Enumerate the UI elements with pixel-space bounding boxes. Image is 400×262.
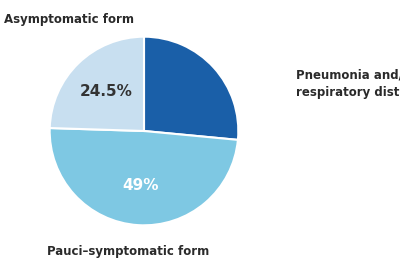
Text: 49%: 49% xyxy=(122,178,159,193)
Wedge shape xyxy=(144,37,238,140)
Text: Pauci–symptomatic form: Pauci–symptomatic form xyxy=(47,245,209,258)
Text: Pneumonia and/or
respiratory distress: Pneumonia and/or respiratory distress xyxy=(296,69,400,99)
Wedge shape xyxy=(50,37,144,131)
Text: 24.5%: 24.5% xyxy=(80,84,132,99)
Text: 26.5%: 26.5% xyxy=(158,87,211,102)
Text: Asymptomatic form: Asymptomatic form xyxy=(4,13,134,26)
Wedge shape xyxy=(50,128,238,225)
